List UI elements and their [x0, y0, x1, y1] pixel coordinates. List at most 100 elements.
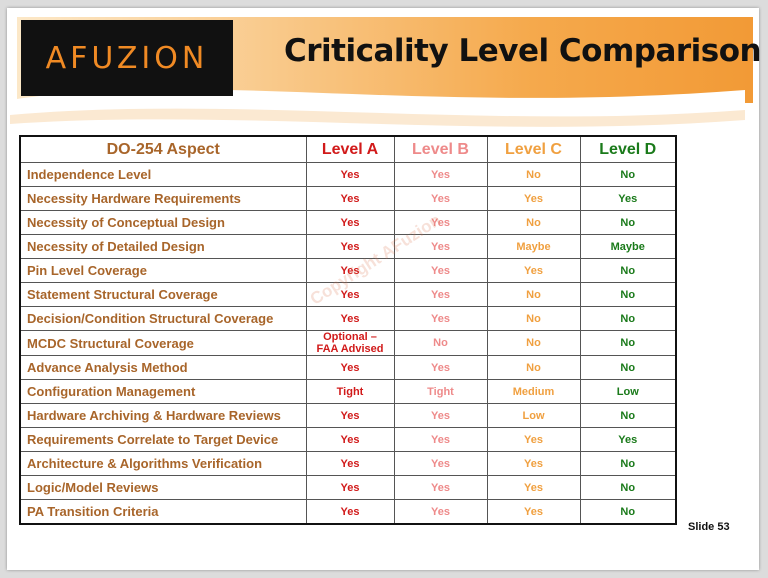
cell-level-a: Yes: [305, 306, 395, 331]
table-row: Independence Level Yes Yes No No: [19, 162, 677, 187]
row-aspect: Necessity of Conceptual Design: [19, 210, 307, 235]
cell-level-c: No: [486, 355, 581, 380]
cell-level-b: Yes: [393, 451, 488, 476]
row-aspect: Independence Level: [19, 162, 307, 187]
cell-level-d: No: [579, 282, 677, 307]
cell-level-d: Maybe: [579, 234, 677, 259]
cell-level-b: Yes: [393, 210, 488, 235]
cell-level-d: Yes: [579, 186, 677, 211]
cell-level-c: Low: [486, 403, 581, 428]
cell-level-c: No: [486, 162, 581, 187]
table-row: Requirements Correlate to Target Device …: [19, 427, 677, 452]
cell-level-c: No: [486, 282, 581, 307]
table-row: MCDC Structural Coverage Optional – FAA …: [19, 330, 677, 356]
table-row: Architecture & Algorithms Verification Y…: [19, 451, 677, 476]
cell-level-d: No: [579, 499, 677, 525]
table-row: Decision/Condition Structural Coverage Y…: [19, 306, 677, 331]
cell-level-d: No: [579, 330, 677, 356]
cell-level-c: Yes: [486, 451, 581, 476]
cell-level-a: Yes: [305, 499, 395, 525]
row-aspect: Logic/Model Reviews: [19, 475, 307, 500]
table-row: Logic/Model Reviews Yes Yes Yes No: [19, 475, 677, 500]
column-header-level-b: Level B: [393, 135, 488, 163]
row-aspect: Requirements Correlate to Target Device: [19, 427, 307, 452]
cell-level-d: No: [579, 355, 677, 380]
table-row: Necessity Hardware Requirements Yes Yes …: [19, 186, 677, 211]
cell-level-a: Yes: [305, 475, 395, 500]
row-aspect: MCDC Structural Coverage: [19, 330, 307, 356]
cell-level-b: Yes: [393, 162, 488, 187]
cell-level-b: No: [393, 330, 488, 356]
column-header-level-c: Level C: [486, 135, 581, 163]
row-aspect: PA Transition Criteria: [19, 499, 307, 525]
cell-level-b: Yes: [393, 258, 488, 283]
table-row: Configuration Management Tight Tight Med…: [19, 379, 677, 404]
cell-level-b: Yes: [393, 427, 488, 452]
cell-level-c: No: [486, 210, 581, 235]
cell-level-c: Yes: [486, 186, 581, 211]
cell-level-c: Yes: [486, 499, 581, 525]
cell-level-d: No: [579, 258, 677, 283]
table-row: Advance Analysis Method Yes Yes No No: [19, 355, 677, 380]
cell-level-a: Yes: [305, 234, 395, 259]
column-header-level-a: Level A: [305, 135, 395, 163]
cell-level-b: Yes: [393, 282, 488, 307]
column-header-aspect: DO-254 Aspect: [19, 135, 307, 163]
row-aspect: Necessity of Detailed Design: [19, 234, 307, 259]
cell-level-a: Yes: [305, 162, 395, 187]
row-aspect: Pin Level Coverage: [19, 258, 307, 283]
cell-level-d: No: [579, 475, 677, 500]
cell-level-c: Yes: [486, 258, 581, 283]
column-header-level-d: Level D: [579, 135, 677, 163]
row-aspect: Configuration Management: [19, 379, 307, 404]
cell-level-c: Yes: [486, 427, 581, 452]
cell-level-d: No: [579, 306, 677, 331]
cell-level-b: Yes: [393, 403, 488, 428]
row-aspect: Necessity Hardware Requirements: [19, 186, 307, 211]
cell-level-b: Yes: [393, 355, 488, 380]
cell-level-b: Yes: [393, 306, 488, 331]
table-row: PA Transition Criteria Yes Yes Yes No: [19, 499, 677, 525]
row-aspect: Statement Structural Coverage: [19, 282, 307, 307]
row-aspect: Advance Analysis Method: [19, 355, 307, 380]
afuzion-logo: AFUZION: [21, 20, 233, 96]
cell-level-d: No: [579, 403, 677, 428]
cell-level-c: Yes: [486, 475, 581, 500]
cell-level-a: Yes: [305, 427, 395, 452]
row-aspect: Decision/Condition Structural Coverage: [19, 306, 307, 331]
cell-level-d: No: [579, 162, 677, 187]
table-row: Pin Level Coverage Yes Yes Yes No: [19, 258, 677, 283]
cell-level-b: Yes: [393, 186, 488, 211]
cell-level-b: Yes: [393, 499, 488, 525]
cell-level-c: No: [486, 330, 581, 356]
cell-level-a-line1: Optional –: [323, 331, 377, 343]
cell-level-a: Yes: [305, 186, 395, 211]
cell-level-c: Maybe: [486, 234, 581, 259]
cell-level-a: Yes: [305, 258, 395, 283]
cell-level-c: Medium: [486, 379, 581, 404]
cell-level-a: Yes: [305, 403, 395, 428]
cell-level-b: Yes: [393, 234, 488, 259]
slide-title: Criticality Level Comparison: [284, 33, 762, 69]
cell-level-a: Yes: [305, 355, 395, 380]
cell-level-d: Yes: [579, 427, 677, 452]
cell-level-a: Optional – FAA Advised: [305, 330, 395, 356]
cell-level-a: Yes: [305, 451, 395, 476]
slide-number: Slide 53: [688, 521, 730, 533]
row-aspect: Architecture & Algorithms Verification: [19, 451, 307, 476]
cell-level-c: No: [486, 306, 581, 331]
table-header-row: DO-254 Aspect Level A Level B Level C Le…: [19, 135, 677, 163]
comparison-table: DO-254 Aspect Level A Level B Level C Le…: [19, 135, 677, 525]
cell-level-d: No: [579, 451, 677, 476]
logo-text: AFUZION: [45, 40, 209, 76]
table-row: Statement Structural Coverage Yes Yes No…: [19, 282, 677, 307]
cell-level-a: Tight: [305, 379, 395, 404]
cell-level-a: Yes: [305, 210, 395, 235]
cell-level-d: Low: [579, 379, 677, 404]
cell-level-a-line2: FAA Advised: [316, 343, 384, 355]
row-aspect: Hardware Archiving & Hardware Reviews: [19, 403, 307, 428]
cell-level-b: Yes: [393, 475, 488, 500]
table-row: Hardware Archiving & Hardware Reviews Ye…: [19, 403, 677, 428]
cell-level-d: No: [579, 210, 677, 235]
cell-level-a: Yes: [305, 282, 395, 307]
